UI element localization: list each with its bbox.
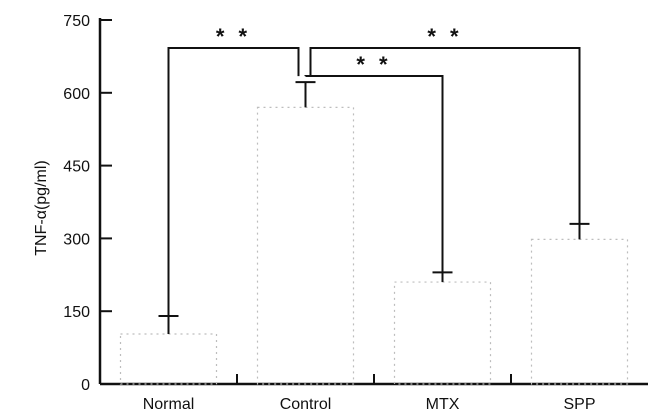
significance-brackets: * * * * * * (167, 24, 581, 317)
bar-spp (530, 238, 629, 385)
significance-bracket-2 (304, 75, 444, 273)
x-tick-label-normal: Normal (143, 396, 195, 413)
x-tick-label-mtx: MTX (426, 396, 460, 413)
error-bars (158, 81, 590, 335)
significance-label-3: * * (427, 24, 462, 49)
axes: 0 150 300 450 600 750 Normal Control MTX SPP (63, 13, 648, 413)
x-tick-label-spp: SPP (563, 396, 595, 413)
y-tick-label-150: 150 (63, 304, 90, 321)
significance-label-2: * * (356, 52, 391, 77)
bar-mtx (393, 281, 492, 385)
y-tick-label-300: 300 (63, 231, 90, 248)
significance-label-1: * * (216, 24, 251, 49)
bar-control (256, 106, 355, 385)
y-tick-label-450: 450 (63, 159, 90, 176)
x-tick-label-control: Control (280, 396, 332, 413)
significance-bracket-1 (167, 47, 300, 317)
y-axis-label: TNF-α(pg/ml) (33, 160, 50, 255)
y-tick-label-0: 0 (81, 377, 90, 394)
bar-normal (119, 333, 218, 385)
y-tick-label-750: 750 (63, 13, 90, 30)
y-tick-label-600: 600 (63, 86, 90, 103)
significance-bracket-3 (309, 47, 581, 224)
bars (119, 106, 629, 385)
